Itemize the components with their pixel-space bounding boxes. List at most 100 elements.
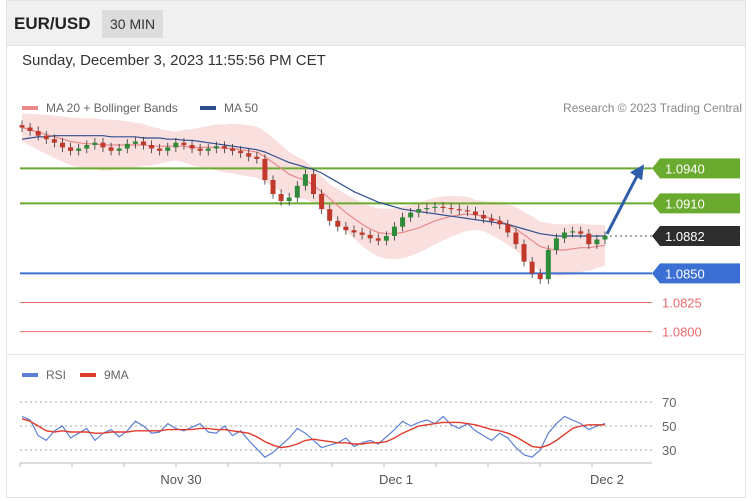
current-price-label: 1.0882 <box>665 229 705 244</box>
candle-body <box>416 209 422 213</box>
current-price-tag <box>652 226 740 246</box>
timeframe-badge[interactable]: 30 MIN <box>102 10 164 38</box>
candle-body <box>100 142 106 148</box>
rsi-tick-50: 50 <box>662 419 676 434</box>
candle-body <box>221 146 227 149</box>
level-label-1.0825: 1.0825 <box>662 296 702 311</box>
research-credit: Research © 2023 Trading Central <box>563 101 742 115</box>
candle-body <box>108 147 114 151</box>
candle-body <box>35 131 41 136</box>
candle-body <box>367 234 373 239</box>
candle-body <box>286 197 292 201</box>
legend-label-ma50: MA 50 <box>224 101 259 115</box>
candle-body <box>84 145 90 149</box>
candle-body <box>351 230 357 233</box>
candle-body <box>181 142 187 145</box>
candle-body <box>302 174 308 186</box>
candle-body <box>59 142 65 148</box>
candle-body <box>545 250 551 280</box>
candle-body <box>157 148 163 151</box>
rsi-tick-70: 70 <box>662 395 676 410</box>
candle-body <box>68 147 74 151</box>
candle-body <box>335 220 341 227</box>
level-label-1.0800: 1.0800 <box>662 325 702 340</box>
candle-body <box>189 145 195 149</box>
candle-body <box>124 143 130 149</box>
candle-body <box>294 185 300 198</box>
candle-body <box>424 208 430 210</box>
x-tick-label: Nov 30 <box>160 472 201 487</box>
candle-body <box>408 212 414 218</box>
candle-body <box>400 217 406 227</box>
rsi-tick-30: 30 <box>662 443 676 458</box>
candle-body <box>27 127 33 131</box>
candle-body <box>213 146 219 149</box>
legend-label-rsi: RSI <box>46 368 67 382</box>
candle-body <box>456 209 462 211</box>
candle-body <box>92 142 98 145</box>
candle-body <box>132 141 138 144</box>
candle-body <box>602 236 608 240</box>
candle-body <box>383 236 389 241</box>
candle-body <box>343 226 349 231</box>
candle-body <box>497 220 503 225</box>
level-label-1.0940: 1.0940 <box>665 161 705 176</box>
candle-body <box>270 180 276 194</box>
candle-body <box>521 244 527 262</box>
candle-body <box>43 135 49 140</box>
candle-body <box>262 159 268 180</box>
candle-body <box>278 194 284 201</box>
level-tag-1.0940 <box>652 158 740 179</box>
candles-group <box>19 120 608 284</box>
candle-body <box>311 174 316 194</box>
candle-body <box>359 232 365 235</box>
rsi-swatch-icon <box>22 373 38 377</box>
candle-body <box>327 209 333 221</box>
candle-body <box>562 232 568 239</box>
candle-body <box>149 145 155 149</box>
candle-body <box>578 231 584 234</box>
candle-body <box>375 238 381 241</box>
level-tag-1.0850 <box>652 263 740 284</box>
x-tick-label: Dec 2 <box>590 472 624 487</box>
candle-body <box>586 233 592 245</box>
candle-body <box>594 239 600 245</box>
rsi-line <box>21 415 606 458</box>
candle-body <box>489 218 495 221</box>
candle-body <box>570 231 576 233</box>
candle-body <box>246 153 252 157</box>
timestamp: Sunday, December 3, 2023 11:55:56 PM CET <box>22 52 326 69</box>
candle-body <box>140 141 146 145</box>
panel-separator <box>6 354 746 355</box>
candle-body <box>553 238 559 250</box>
level-label-1.0850: 1.0850 <box>665 266 705 281</box>
legend-label-ma20: MA 20 + Bollinger Bands <box>46 101 178 115</box>
candle-body <box>505 224 511 233</box>
candle-body <box>51 139 57 143</box>
9ma-line <box>21 418 605 449</box>
candle-body <box>173 142 179 148</box>
candle-body <box>19 125 25 128</box>
9ma-swatch-icon <box>80 373 96 377</box>
x-tick-label: Dec 1 <box>379 472 413 487</box>
candle-body <box>254 156 260 159</box>
candle-body <box>238 150 244 154</box>
candle-body <box>513 232 519 245</box>
candle-body <box>432 206 438 208</box>
ma50-swatch-icon <box>200 106 216 110</box>
candle-body <box>529 261 535 274</box>
level-label-1.0910: 1.0910 <box>665 196 705 211</box>
candle-body <box>116 148 122 151</box>
candle-body <box>197 148 203 151</box>
legend-item-ma50: MA 50 <box>200 101 258 115</box>
legend-item-ma20: MA 20 + Bollinger Bands <box>22 101 178 115</box>
candle-body <box>440 206 446 208</box>
candle-body <box>537 273 543 280</box>
candle-body <box>448 208 454 210</box>
currency-pair-title: EUR/USD <box>14 14 91 33</box>
candle-body <box>391 226 397 236</box>
forecast-arrow-head <box>630 164 644 181</box>
candle-body <box>230 148 236 151</box>
legend-label-9ma: 9MA <box>104 368 129 382</box>
